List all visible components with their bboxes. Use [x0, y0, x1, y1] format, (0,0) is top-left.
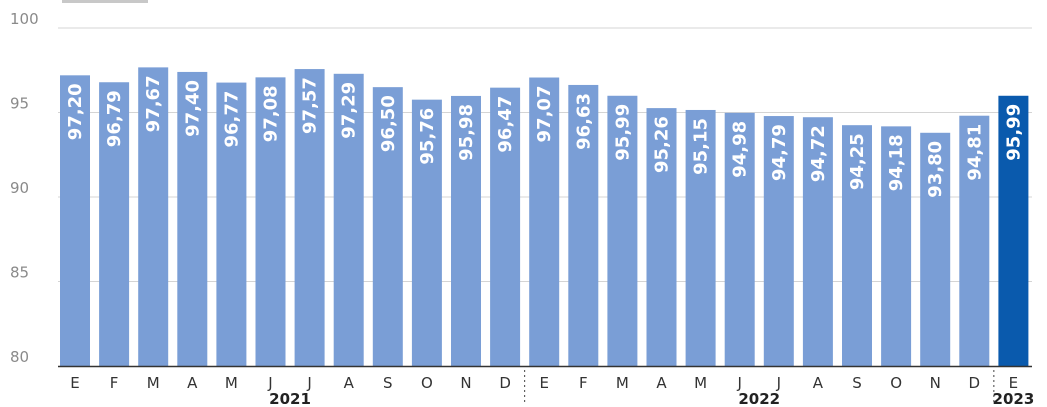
y-tick-label: 80	[10, 348, 29, 366]
bar	[646, 108, 677, 366]
top-mark	[62, 0, 148, 3]
x-tick-label: M	[694, 374, 707, 392]
bar-value-label: 94,72	[808, 125, 829, 182]
x-tick-label: J	[776, 374, 781, 392]
x-tick-label: E	[1009, 374, 1018, 392]
bar	[763, 116, 794, 366]
x-tick-label: S	[852, 374, 862, 392]
x-tick-label: J	[306, 374, 311, 392]
bar-value-label: 97,07	[534, 86, 555, 143]
bar-value-label: 95,99	[612, 104, 633, 161]
bar	[451, 95, 481, 367]
bar-value-label: 97,29	[339, 82, 360, 139]
x-tick-label: M	[225, 374, 238, 392]
bar-value-label: 96,77	[221, 91, 242, 148]
y-tick-label: 90	[10, 179, 29, 197]
y-tick-label: 100	[10, 10, 39, 28]
year-label: 2021	[269, 390, 311, 407]
x-tick-label: N	[930, 374, 941, 392]
year-separators	[524, 370, 995, 404]
bar	[411, 99, 442, 366]
x-tick-label: N	[460, 374, 471, 392]
year-label: 2023	[993, 390, 1035, 407]
bar-value-label: 96,79	[104, 90, 125, 147]
x-tick-label: M	[616, 374, 629, 392]
bar-value-label: 95,76	[417, 108, 438, 165]
bar	[607, 95, 638, 367]
bar-value-label: 95,15	[691, 118, 712, 175]
x-tick-label: A	[187, 374, 198, 392]
bar-value-label: 96,47	[495, 96, 516, 153]
bar-value-label: 97,08	[261, 85, 282, 142]
bar-value-label: 93,80	[925, 141, 946, 198]
bar	[138, 67, 169, 366]
bars	[60, 67, 1029, 367]
bar	[255, 77, 286, 367]
y-tick-label: 85	[10, 264, 29, 282]
bar	[529, 77, 560, 366]
y-tick-label: 95	[10, 95, 29, 113]
bar	[685, 109, 716, 366]
bar	[60, 75, 90, 366]
x-tick-label: D	[499, 374, 511, 392]
bar-value-label: 97,67	[143, 75, 164, 132]
bar	[724, 112, 755, 366]
bar	[177, 71, 208, 366]
bar-value-label: 94,98	[730, 121, 751, 178]
x-tick-label: J	[267, 374, 272, 392]
x-tick-label: F	[579, 374, 588, 392]
bar-value-label: 96,50	[378, 95, 399, 152]
bar-value-label: 94,25	[847, 133, 868, 190]
x-tick-label: E	[539, 374, 548, 392]
bar-value-label: 97,57	[300, 77, 321, 134]
bar-value-label: 95,99	[1003, 104, 1024, 161]
bar	[842, 125, 872, 366]
x-tick-label: F	[110, 374, 119, 392]
bar	[99, 82, 130, 367]
x-tick-label: M	[147, 374, 160, 392]
bar	[333, 73, 364, 366]
year-label: 2022	[738, 390, 780, 407]
bar-value-label: 94,81	[964, 124, 985, 181]
bar	[216, 82, 247, 366]
value-labels: 97,20 96,79 97,67 97,40 96,77 97,08 97,57 97,29…	[65, 75, 1024, 197]
bar	[294, 69, 325, 366]
bar-value-label: 94,18	[886, 134, 907, 191]
x-tick-label: A	[813, 374, 824, 392]
x-tick-label: E	[70, 374, 79, 392]
x-tick-label: A	[656, 374, 667, 392]
bar	[998, 95, 1029, 367]
bar-value-label: 95,26	[652, 116, 673, 173]
bar-value-label: 96,63	[573, 93, 594, 150]
x-tick-label: S	[383, 374, 393, 392]
bar	[881, 126, 912, 366]
x-tick-label: O	[890, 374, 902, 392]
bar-value-label: 95,98	[456, 104, 477, 161]
bar	[372, 87, 403, 367]
bar	[920, 132, 951, 366]
y-axis-ticks: 80 85 90 95 100	[10, 10, 39, 366]
bar	[568, 84, 599, 366]
bar	[802, 117, 833, 367]
bar-value-label: 97,40	[182, 80, 203, 137]
x-tick-label: D	[969, 374, 981, 392]
bar-value-label: 97,20	[65, 83, 86, 140]
bar	[959, 115, 990, 366]
bar	[490, 87, 521, 367]
x-tick-label: A	[344, 374, 355, 392]
x-tick-label: J	[736, 374, 741, 392]
x-tick-label: O	[421, 374, 433, 392]
bar-value-label: 94,79	[769, 124, 790, 181]
year-labels: 2021 2022 2023	[269, 390, 1034, 407]
